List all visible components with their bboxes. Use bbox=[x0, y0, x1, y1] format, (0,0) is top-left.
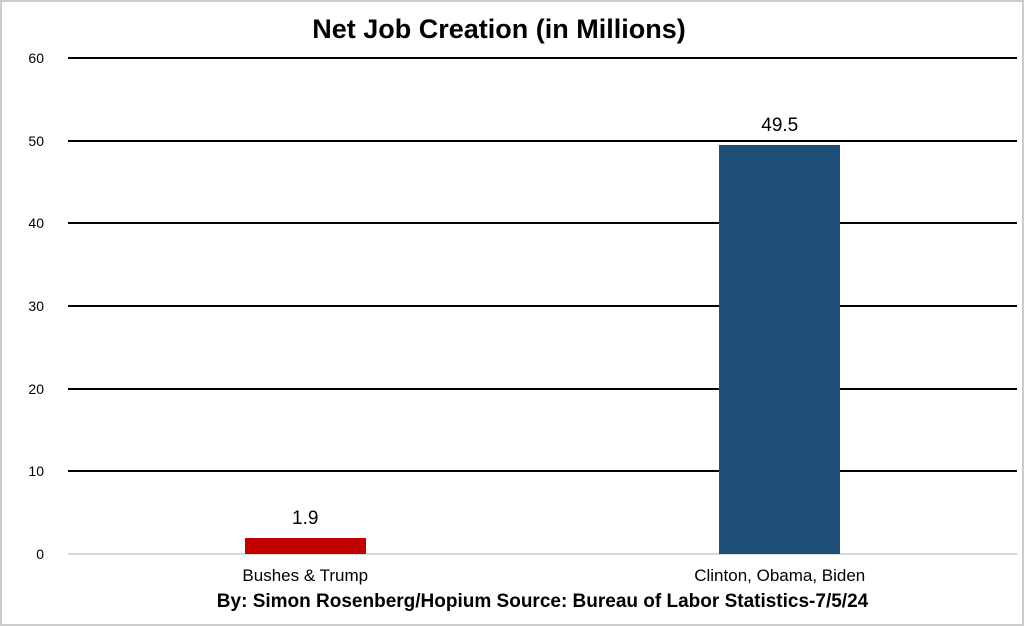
bar-value-label-clinton-obama-biden: 49.5 bbox=[761, 114, 799, 136]
y-axis-tick-label: 50 bbox=[28, 132, 44, 149]
bar-value-label-bushes-trump: 1.9 bbox=[292, 508, 319, 530]
source-caption: By: Simon Rosenberg/Hopium Source: Burea… bbox=[216, 591, 869, 612]
gridline-40 bbox=[68, 222, 1017, 225]
gridline-30 bbox=[68, 305, 1017, 307]
chart-title: Net Job Creation (in Millions) bbox=[312, 14, 686, 44]
gridline-60 bbox=[68, 57, 1017, 59]
bar-clinton-obama-biden bbox=[719, 144, 841, 554]
y-axis-tick-label: 40 bbox=[28, 215, 44, 232]
y-axis-tick-label: 10 bbox=[28, 463, 44, 480]
x-category-label-clinton-obama-biden: Clinton, Obama, Biden bbox=[694, 566, 866, 585]
gridline-10 bbox=[68, 470, 1017, 473]
y-axis-tick-label: 60 bbox=[28, 50, 44, 66]
plot-area: 0 10 20 30 40 50 60 1.9 Bushes & Trump 49.5 Clinto… bbox=[28, 50, 1017, 585]
x-category-label-bushes-trump: Bushes & Trump bbox=[242, 566, 369, 585]
gridline-20 bbox=[68, 387, 1017, 390]
y-axis-tick-label: 20 bbox=[28, 380, 44, 397]
gridline-50 bbox=[68, 139, 1017, 142]
y-axis-tick-label: 30 bbox=[28, 298, 44, 314]
gridline-0 bbox=[68, 553, 1017, 555]
bar-bushes-trump bbox=[244, 538, 366, 554]
y-axis-tick-label: 0 bbox=[36, 546, 44, 562]
